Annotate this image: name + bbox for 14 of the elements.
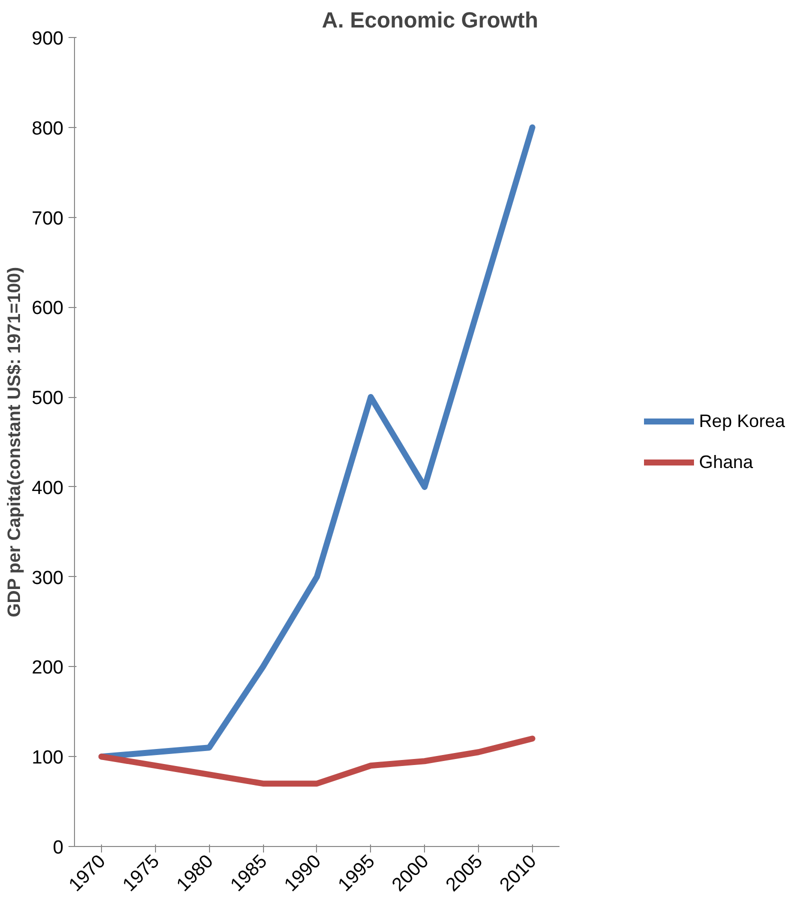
y-tick-label: 700	[32, 208, 64, 230]
legend-label: Ghana	[698, 452, 753, 472]
y-tick-label: 500	[32, 388, 64, 410]
chart-title: A. Economic Growth	[322, 8, 538, 32]
y-tick-label: 900	[32, 28, 64, 50]
y-tick-label: 100	[32, 748, 64, 769]
y-tick-label: 600	[32, 298, 64, 320]
y-tick-label: 200	[32, 658, 64, 679]
legend-label: Rep Korea	[698, 410, 785, 432]
y-axis-title: GDP per Capita(constant US$: 1971=100)	[4, 267, 24, 618]
y-tick-label: 300	[32, 568, 64, 589]
y-tick-label: 800	[32, 118, 64, 140]
y-tick-label: 0	[52, 838, 64, 858]
y-tick-label: 400	[32, 478, 64, 499]
